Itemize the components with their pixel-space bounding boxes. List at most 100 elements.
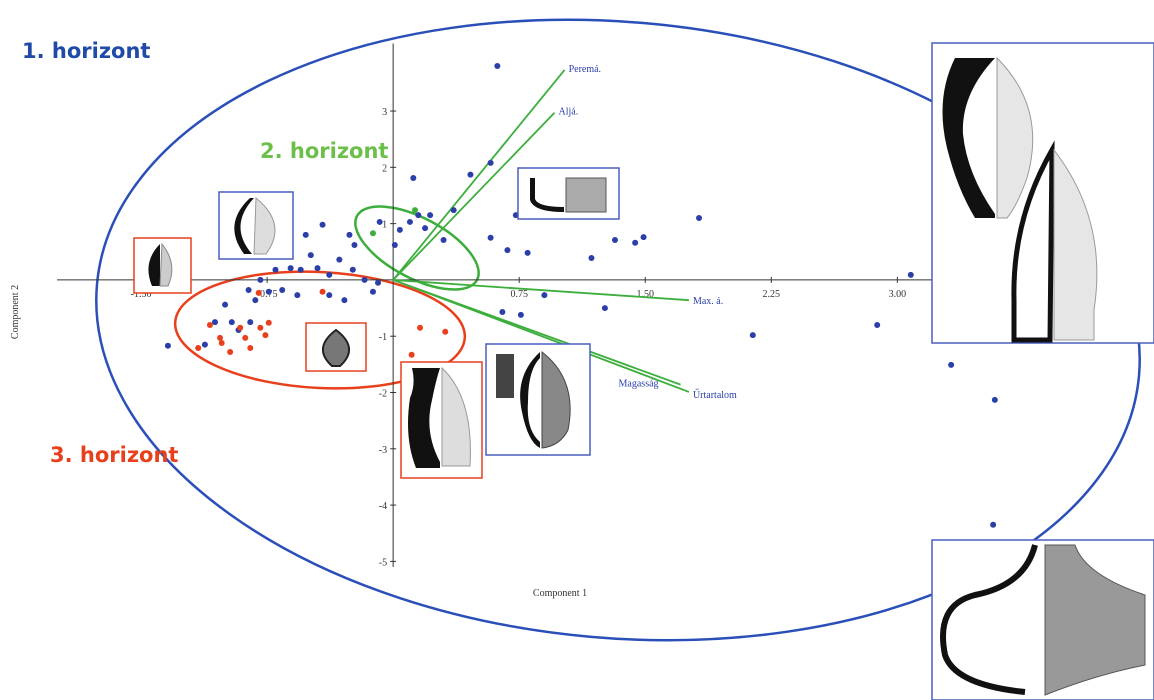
point	[217, 334, 224, 341]
point	[406, 218, 413, 225]
point	[346, 231, 353, 238]
vessel-image	[931, 42, 1154, 344]
point	[349, 266, 356, 273]
point	[265, 319, 272, 326]
y-tick-label: -1	[379, 332, 387, 343]
point	[245, 287, 252, 294]
y-axis-label: Component 2	[10, 285, 21, 339]
horizon-label: 2. horizont	[260, 139, 388, 163]
point	[242, 334, 249, 341]
point	[410, 175, 417, 182]
y-tick-label: 3	[382, 107, 387, 118]
point	[874, 321, 881, 328]
point	[255, 289, 262, 296]
point	[376, 218, 383, 225]
point	[319, 221, 326, 228]
point	[487, 234, 494, 241]
x-tick-label: -0.75	[257, 289, 278, 300]
point	[227, 348, 234, 355]
point	[611, 236, 618, 243]
point	[319, 288, 326, 295]
point	[201, 341, 208, 348]
x-tick-label: 2.25	[763, 289, 781, 300]
point	[252, 297, 259, 304]
vector-label: Peremá.	[569, 64, 602, 75]
horizon-3-ellipse	[173, 270, 467, 390]
point	[991, 396, 998, 403]
labels: 1. horizont 2. horizont 3. horizont	[22, 39, 388, 467]
point	[907, 271, 914, 278]
y-tick-label: 1	[382, 220, 387, 231]
point	[211, 319, 218, 326]
point	[391, 242, 398, 249]
vessel-image	[133, 237, 192, 294]
point	[237, 324, 244, 331]
point	[206, 321, 213, 328]
point	[218, 339, 225, 346]
horizon-label: 3. horizont	[50, 443, 178, 467]
y-tick-label: -4	[379, 501, 387, 512]
vessel-image	[485, 343, 591, 456]
x-tick-label: 1.50	[636, 289, 654, 300]
point	[272, 266, 279, 273]
point	[297, 266, 304, 273]
point	[341, 297, 348, 304]
point	[415, 212, 422, 219]
point	[632, 239, 639, 246]
point	[417, 324, 424, 331]
point	[749, 332, 756, 339]
point	[164, 342, 171, 349]
y-tick-label: 2	[382, 163, 387, 174]
horizon-label: 1. horizont	[22, 39, 150, 63]
x-axis-label: Component 1	[533, 588, 587, 599]
point	[369, 230, 376, 237]
point	[948, 361, 955, 368]
x-tick-label: -1.50	[131, 289, 152, 300]
point	[396, 226, 403, 233]
point	[487, 159, 494, 166]
point	[257, 276, 264, 283]
y-tick-label: -5	[379, 557, 387, 568]
point	[442, 328, 449, 335]
point	[588, 254, 595, 261]
point	[541, 292, 548, 299]
vessel-image	[400, 361, 483, 479]
vessel-image	[931, 539, 1154, 700]
points	[164, 63, 998, 528]
point	[195, 345, 202, 352]
loading-vectors: Peremá. Aljá. Max. á. Magasság Űrtartalom	[392, 64, 737, 401]
point	[440, 236, 447, 243]
point	[326, 271, 333, 278]
ellipses	[95, 18, 1141, 642]
vessel-image	[517, 167, 620, 220]
vector-label: Magasság	[619, 379, 659, 390]
point	[517, 311, 524, 318]
x-tick-label: 3.00	[889, 289, 907, 300]
point	[411, 207, 418, 214]
vector-label: Aljá.	[558, 107, 578, 118]
y-tick-label: -3	[379, 445, 387, 456]
point	[601, 305, 608, 312]
point	[228, 319, 235, 326]
loading-vector	[392, 112, 556, 281]
y-tick-label: -2	[379, 389, 387, 400]
point	[696, 215, 703, 221]
point	[422, 225, 429, 232]
point	[990, 521, 997, 528]
vessel-image	[305, 322, 367, 372]
point	[247, 319, 254, 326]
point	[257, 324, 264, 331]
point	[265, 288, 272, 295]
point	[494, 63, 501, 70]
horizon-1-ellipse	[95, 18, 1141, 642]
point	[302, 231, 309, 238]
loading-vector	[393, 279, 690, 302]
point	[467, 171, 474, 178]
point	[336, 256, 343, 263]
point	[326, 292, 333, 299]
point	[307, 252, 314, 259]
point	[294, 292, 301, 299]
point	[427, 212, 434, 219]
point	[504, 247, 511, 254]
